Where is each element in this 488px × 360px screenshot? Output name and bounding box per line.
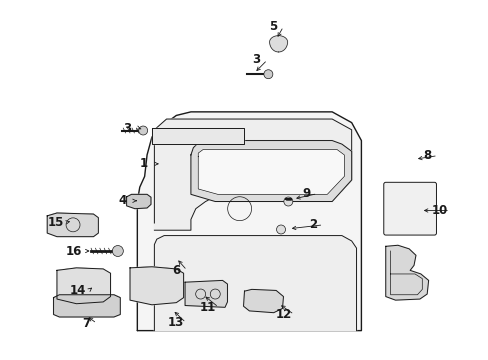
Polygon shape bbox=[385, 245, 428, 300]
Text: 10: 10 bbox=[430, 204, 447, 217]
Text: 7: 7 bbox=[82, 317, 90, 330]
Text: 12: 12 bbox=[275, 308, 291, 321]
Text: 4: 4 bbox=[119, 194, 126, 207]
Circle shape bbox=[283, 197, 292, 206]
Text: 5: 5 bbox=[268, 20, 276, 33]
Text: 3: 3 bbox=[123, 122, 131, 135]
Polygon shape bbox=[154, 235, 356, 330]
Circle shape bbox=[112, 246, 123, 256]
Text: 11: 11 bbox=[200, 301, 216, 314]
Polygon shape bbox=[130, 267, 183, 305]
Polygon shape bbox=[152, 128, 244, 144]
Polygon shape bbox=[269, 36, 287, 52]
Text: 16: 16 bbox=[66, 244, 82, 257]
Text: 8: 8 bbox=[422, 149, 430, 162]
Text: 9: 9 bbox=[302, 187, 310, 200]
Polygon shape bbox=[47, 213, 98, 237]
Text: 1: 1 bbox=[139, 157, 147, 170]
Circle shape bbox=[139, 126, 147, 135]
Polygon shape bbox=[243, 289, 283, 313]
Text: 6: 6 bbox=[172, 264, 180, 277]
Polygon shape bbox=[126, 194, 151, 209]
Circle shape bbox=[264, 70, 272, 79]
Polygon shape bbox=[198, 149, 344, 194]
Text: 3: 3 bbox=[252, 53, 260, 66]
Text: 15: 15 bbox=[47, 216, 63, 229]
FancyBboxPatch shape bbox=[383, 182, 436, 235]
Text: 14: 14 bbox=[70, 284, 86, 297]
Polygon shape bbox=[154, 119, 351, 230]
Polygon shape bbox=[54, 295, 120, 317]
Polygon shape bbox=[184, 280, 227, 307]
Polygon shape bbox=[190, 140, 351, 202]
Circle shape bbox=[276, 225, 285, 234]
Polygon shape bbox=[137, 112, 361, 330]
Text: 2: 2 bbox=[308, 218, 316, 231]
Text: 13: 13 bbox=[167, 316, 183, 329]
Polygon shape bbox=[57, 268, 110, 304]
